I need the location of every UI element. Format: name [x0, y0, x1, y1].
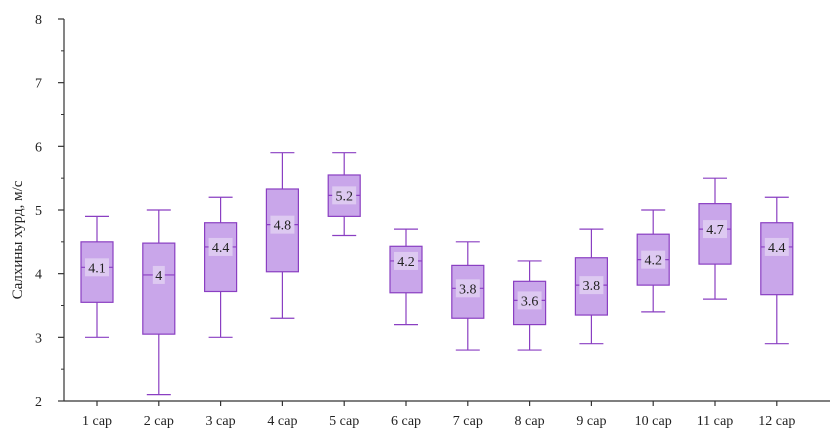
- data-label: 4.2: [397, 255, 415, 270]
- x-tick-label: 3 сар: [206, 414, 236, 429]
- data-label: 4.4: [768, 241, 786, 256]
- x-tick-label: 4 сар: [267, 414, 297, 429]
- y-axis-label: Салхины хурд, м/с: [10, 180, 26, 299]
- y-tick-label: 6: [35, 140, 42, 155]
- data-label-bg: [517, 291, 542, 310]
- x-tick-label: 6 сар: [391, 414, 421, 429]
- box-7-сар: 3.8: [451, 241, 485, 351]
- y-tick-label: 3: [35, 331, 42, 346]
- x-tick-label: 9 сар: [576, 414, 606, 429]
- box-6-сар: 4.2: [389, 228, 423, 326]
- y-tick-label: 2: [35, 395, 42, 410]
- x-axis-ticks: 1 сар 2 сар 3 сар 4 сар 5 сар 6 сар 7 сар 8 сар…: [82, 401, 795, 429]
- y-axis-ticks: 2 3 4 5 6 7 8: [35, 13, 64, 410]
- data-label: 4.8: [274, 219, 292, 234]
- data-label-bg: [208, 237, 233, 256]
- y-tick-label: 8: [35, 13, 42, 28]
- y-tick-label: 5: [35, 204, 42, 219]
- data-label-bg: [85, 258, 109, 277]
- data-label: 3.6: [521, 294, 539, 309]
- y-tick-label: 4: [35, 268, 42, 283]
- box-8-сар: 3.6: [512, 260, 547, 351]
- y-tick-label: 7: [35, 77, 42, 92]
- box-9-сар: 3.8: [574, 228, 609, 345]
- x-tick-label: 2 сар: [144, 414, 174, 429]
- box-3-сар: 4.4: [204, 196, 238, 338]
- data-label: 4.7: [706, 223, 724, 238]
- boxes: 4.1 4 4.4 4.8 5.2 4.2 3.8 3.6 3.8 4.2 4.7 4.4: [80, 152, 794, 396]
- x-tick-label: 8 сар: [515, 414, 545, 429]
- box-5-сар: 5.2: [327, 152, 361, 237]
- data-label-bg: [332, 186, 357, 205]
- box-10-сар: 4.2: [636, 209, 670, 313]
- x-tick-label: 7 сар: [453, 414, 483, 429]
- data-label-bg: [455, 279, 480, 298]
- data-label-bg: [703, 220, 727, 239]
- data-label-bg: [579, 276, 604, 295]
- data-label-bg: [394, 251, 418, 270]
- data-label: 4.1: [88, 261, 106, 276]
- x-tick-label: 10 сар: [635, 414, 672, 429]
- x-tick-label: 12 сар: [758, 414, 795, 429]
- data-label: 5.2: [335, 189, 353, 204]
- box-iqr: [142, 242, 176, 335]
- x-tick-label: 5 сар: [329, 414, 359, 429]
- box-11-сар: 4.7: [698, 177, 732, 300]
- box-2-сар: 4: [142, 209, 176, 396]
- x-tick-label: 11 сар: [697, 414, 734, 429]
- data-label-bg: [764, 237, 789, 256]
- data-label-bg: [152, 265, 165, 284]
- data-label: 4: [155, 269, 162, 284]
- box-iqr: [760, 222, 794, 296]
- box-iqr: [204, 222, 238, 293]
- box-4-сар: 4.8: [265, 152, 299, 319]
- data-label: 3.8: [459, 282, 477, 297]
- data-label: 3.8: [583, 279, 601, 294]
- box-12-сар: 4.4: [760, 196, 794, 345]
- data-label: 4.2: [644, 254, 662, 269]
- box-1-сар: 4.1: [80, 215, 114, 338]
- data-label-bg: [270, 215, 295, 234]
- data-label-bg: [641, 250, 666, 269]
- x-tick-label: 1 сар: [82, 414, 112, 429]
- data-label: 4.4: [212, 241, 230, 256]
